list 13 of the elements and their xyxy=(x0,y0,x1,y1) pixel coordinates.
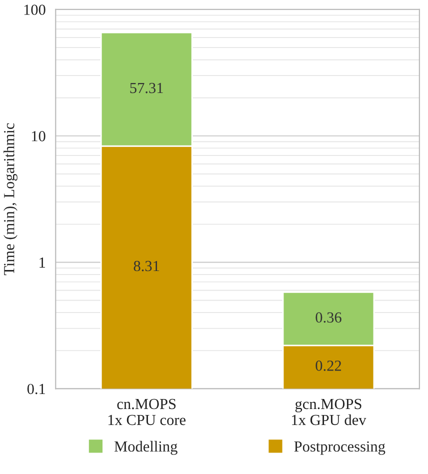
data-label: 57.31 xyxy=(130,82,163,94)
y-tick-label: 100 xyxy=(24,4,46,15)
y-tick-label: 1 xyxy=(40,257,45,268)
y-axis-title: Time (min), Logarithmic xyxy=(4,123,18,276)
data-label: 0.36 xyxy=(316,312,342,323)
data-label: 8.31 xyxy=(134,260,160,272)
y-tick-label: 0.1 xyxy=(27,384,45,394)
x-tick-label: cn.MOPS 1x CPU core xyxy=(108,398,186,426)
data-label: 0.22 xyxy=(316,360,342,371)
legend-label: Modelling xyxy=(114,440,178,455)
legend-label: Postprocessing xyxy=(294,441,386,455)
x-tick-label: gcn.MOPS 1x GPU dev xyxy=(292,398,366,426)
y-tick-label: 10 xyxy=(32,131,46,142)
